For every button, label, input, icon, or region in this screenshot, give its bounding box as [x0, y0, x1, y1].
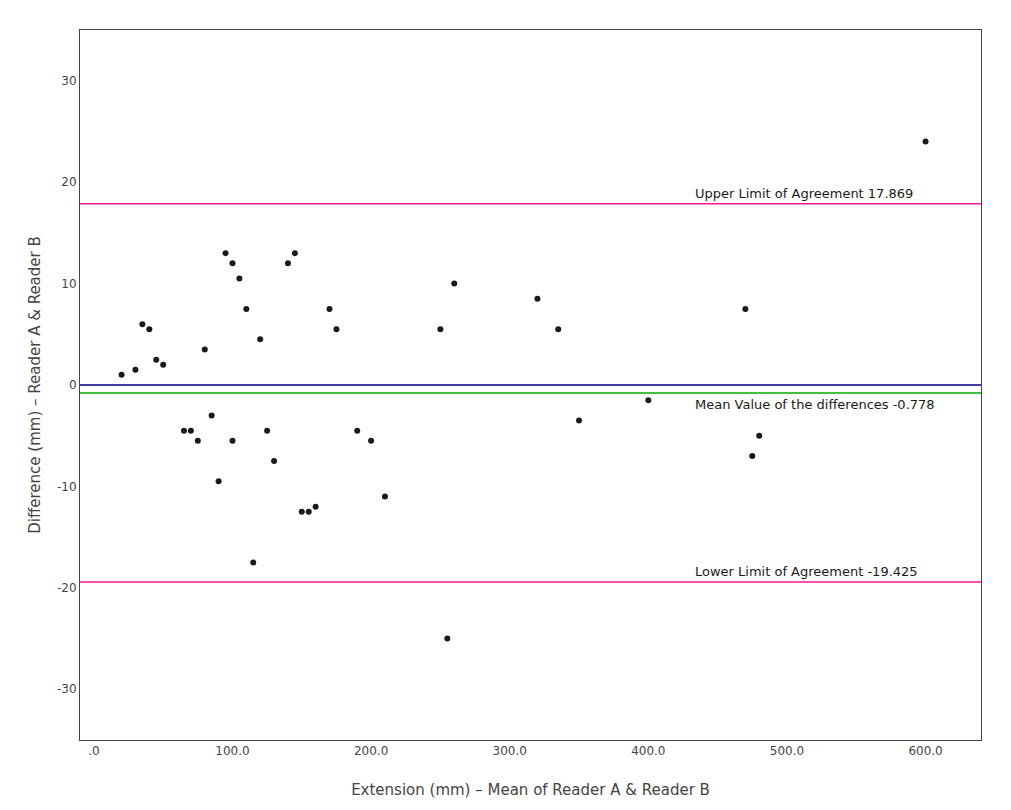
svg-text:500.0: 500.0: [770, 744, 804, 758]
svg-text:0: 0: [69, 378, 77, 392]
svg-text:600.0: 600.0: [908, 744, 942, 758]
svg-text:10: 10: [61, 277, 76, 291]
svg-text:Upper Limit of Agreement 17.86: Upper Limit of Agreement 17.869: [695, 186, 913, 201]
svg-text:300.0: 300.0: [493, 744, 527, 758]
svg-text:Extension (mm) – Mean of Reade: Extension (mm) – Mean of Reader A & Read…: [351, 781, 710, 799]
svg-text:100.0: 100.0: [215, 744, 249, 758]
svg-text:-30: -30: [57, 682, 77, 696]
svg-text:Difference (mm) – Reader A & R: Difference (mm) – Reader A & Reader B: [26, 236, 44, 534]
svg-text:-10: -10: [57, 480, 77, 494]
svg-text:20: 20: [61, 175, 76, 189]
svg-text:30: 30: [61, 74, 76, 88]
svg-text:200.0: 200.0: [354, 744, 388, 758]
svg-text:-20: -20: [57, 581, 77, 595]
svg-text:Lower Limit of Agreement -19.4: Lower Limit of Agreement -19.425: [695, 564, 918, 579]
svg-text:.0: .0: [88, 744, 99, 758]
svg-text:Mean Value of the differences: Mean Value of the differences -0.778: [695, 397, 935, 412]
svg-text:400.0: 400.0: [631, 744, 665, 758]
